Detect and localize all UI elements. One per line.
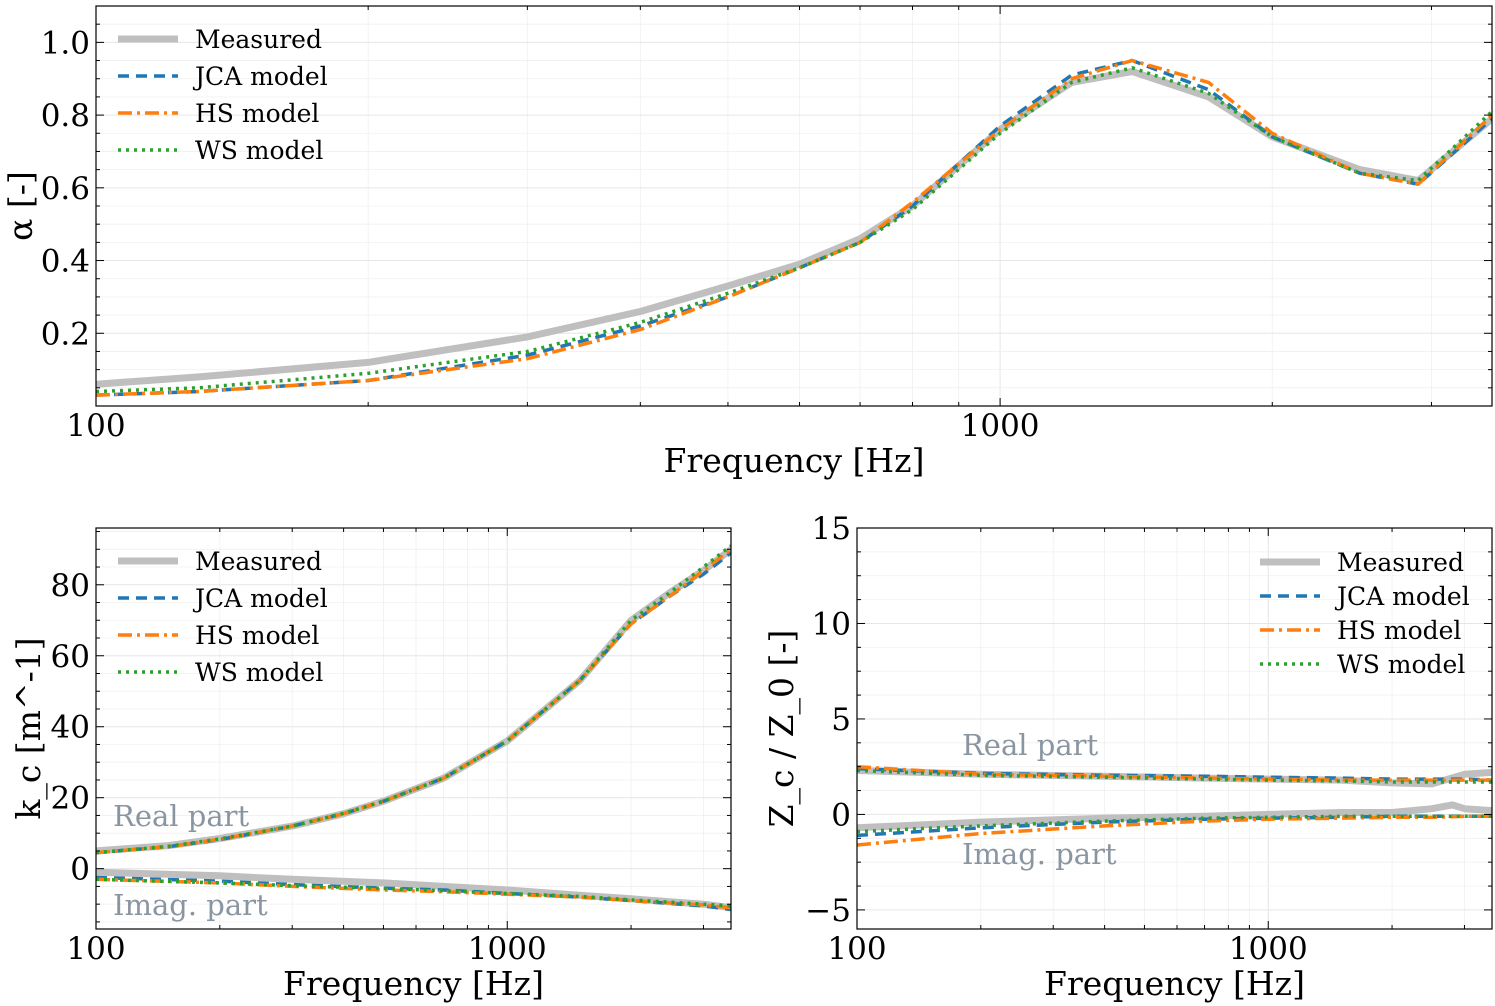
alpha-legend: Measured JCA model HS model WS model [118, 25, 328, 165]
kc-ylabel: k_c [m^-1] [9, 637, 49, 819]
panel-alpha-chart: 100 1000 0.2 0.4 0.6 0.8 1.0 Frequency [Hz] α [-… [1, 5, 1493, 480]
legend-label-ws: WS model [195, 658, 323, 687]
kc-series-hs-real [96, 547, 731, 855]
zc-grid [857, 528, 1492, 929]
kc-series [96, 544, 731, 912]
zc-series-jca-real [857, 766, 1492, 782]
zc-ytick-label: 10 [812, 606, 851, 642]
zc-xtick-label: 1000 [1229, 931, 1308, 967]
panel-zc-chart: 100 1000 −5 0 5 10 15 Frequency [Hz] Z_c / Z_0 [… [762, 511, 1493, 1003]
legend-label-hs: HS model [195, 99, 319, 128]
zc-series [857, 764, 1492, 847]
zc-ytick-label: 5 [831, 702, 851, 738]
zc-ytick-label: 0 [831, 797, 851, 833]
kc-annotation-imag: Imag. part [113, 888, 268, 922]
alpha-ytick-label: 1.0 [41, 25, 90, 61]
zc-legend: Measured JCA model HS model WS model [1260, 548, 1470, 679]
kc-xlabel: Frequency [Hz] [283, 964, 544, 1003]
alpha-ytick-label: 0.6 [41, 171, 90, 207]
zc-axes-frame [856, 527, 1493, 930]
legend-label-measured: Measured [195, 25, 322, 54]
zc-xlabel: Frequency [Hz] [1044, 964, 1305, 1003]
legend-label-ws: WS model [195, 136, 323, 165]
kc-xtick-label: 1000 [468, 931, 547, 967]
alpha-series-jca [96, 58, 1492, 397]
alpha-ticks [95, 6, 1492, 407]
alpha-series-hs [96, 58, 1492, 397]
kc-ytick-label: 60 [51, 639, 90, 675]
kc-ytick-label: 40 [51, 710, 90, 746]
kc-legend: Measured JCA model HS model WS model [118, 547, 328, 687]
kc-annotation-real: Real part [113, 799, 249, 833]
legend-label-jca: JCA model [192, 62, 328, 91]
alpha-xtick-label: 1000 [961, 408, 1040, 444]
zc-ticks [856, 528, 1492, 929]
zc-annotation-imag: Imag. part [962, 837, 1117, 871]
kc-ytick-label: 20 [51, 781, 90, 817]
kc-xtick-label: 100 [66, 931, 125, 967]
legend-label-hs: HS model [195, 621, 319, 650]
legend-label-jca: JCA model [1334, 582, 1470, 611]
legend-label-measured: Measured [1337, 548, 1464, 577]
legend-label-jca: JCA model [192, 584, 328, 613]
zc-ytick-label: −5 [805, 893, 851, 929]
zc-ytick-label: 15 [812, 511, 851, 547]
zc-series-measured-imag [857, 801, 1492, 832]
zc-annotation-real: Real part [962, 728, 1098, 762]
alpha-ytick-label: 0.4 [41, 244, 90, 280]
alpha-series [96, 58, 1492, 397]
legend-label-hs: HS model [1337, 616, 1461, 645]
kc-ytick-label: 0 [70, 852, 90, 888]
kc-axes-frame [95, 527, 732, 930]
panel-kc-chart: 100 1000 0 20 40 60 80 Frequency [Hz] k_c [m^-1]… [9, 527, 732, 1003]
kc-ytick-label: 80 [51, 568, 90, 604]
zc-xtick-label: 100 [827, 931, 886, 967]
alpha-xtick-label: 100 [66, 408, 125, 444]
kc-series-hs-imag [96, 877, 731, 910]
alpha-xlabel: Frequency [Hz] [664, 441, 925, 480]
alpha-ytick-label: 0.8 [41, 98, 90, 134]
zc-series-ws-imag [857, 814, 1492, 834]
zc-series-ws-real [857, 768, 1492, 784]
legend-label-measured: Measured [195, 547, 322, 576]
kc-ticks [95, 528, 731, 929]
zc-ylabel: Z_c / Z_0 [-] [762, 630, 802, 828]
legend-label-ws: WS model [1337, 650, 1465, 679]
kc-series-ws-imag [96, 877, 731, 908]
alpha-ytick-label: 0.2 [41, 316, 90, 352]
alpha-ylabel: α [-] [1, 171, 40, 241]
kc-grid [96, 528, 731, 929]
